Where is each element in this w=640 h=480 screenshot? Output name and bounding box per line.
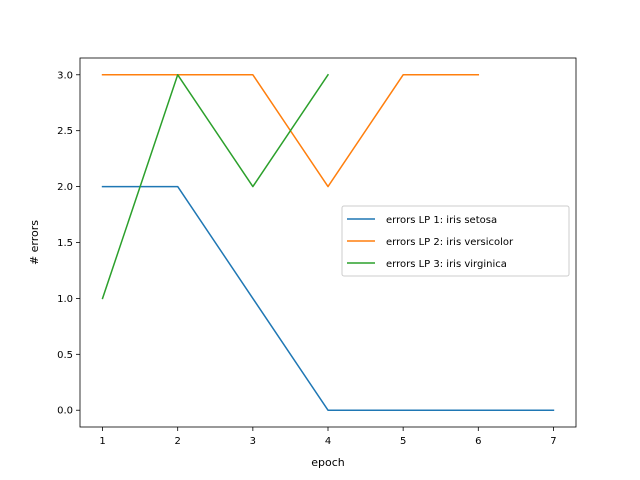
legend-label-3: errors LP 3: iris virginica [386, 259, 507, 270]
legend-label-2: errors LP 2: iris versicolor [386, 237, 514, 248]
legend-box [341, 205, 570, 277]
legend: errors LP 1: iris setosa errors LP 2: iri… [341, 205, 570, 277]
x-tick-label: 3 [250, 436, 256, 447]
y-tick-label: 1.5 [57, 238, 73, 249]
legend-label-1: errors LP 1: iris setosa [386, 215, 497, 226]
series-line-1 [101, 185, 555, 411]
x-tick-label: 7 [550, 436, 556, 447]
series-line-3 [101, 73, 330, 300]
ticks: 1 2 3 4 5 6 7 0.0 0.5 1.0 1.5 2.0 2.5 3.0 [57, 70, 557, 447]
x-tick-label: 4 [325, 436, 331, 447]
x-tick-label: 5 [400, 436, 406, 447]
y-tick-label: 0.0 [57, 406, 73, 417]
y-axis-label: # errors [28, 220, 41, 265]
x-axis-label: epoch [311, 456, 345, 469]
x-tick-label: 1 [99, 436, 105, 447]
y-tick-label: 3.0 [57, 70, 73, 81]
y-tick-label: 2.0 [57, 182, 73, 193]
x-tick-label: 2 [175, 436, 181, 447]
y-tick-label: 1.0 [57, 294, 73, 305]
y-tick-label: 0.5 [57, 350, 73, 361]
series-lines [101, 73, 555, 411]
x-tick-label: 6 [475, 436, 481, 447]
y-tick-label: 2.5 [57, 126, 73, 137]
